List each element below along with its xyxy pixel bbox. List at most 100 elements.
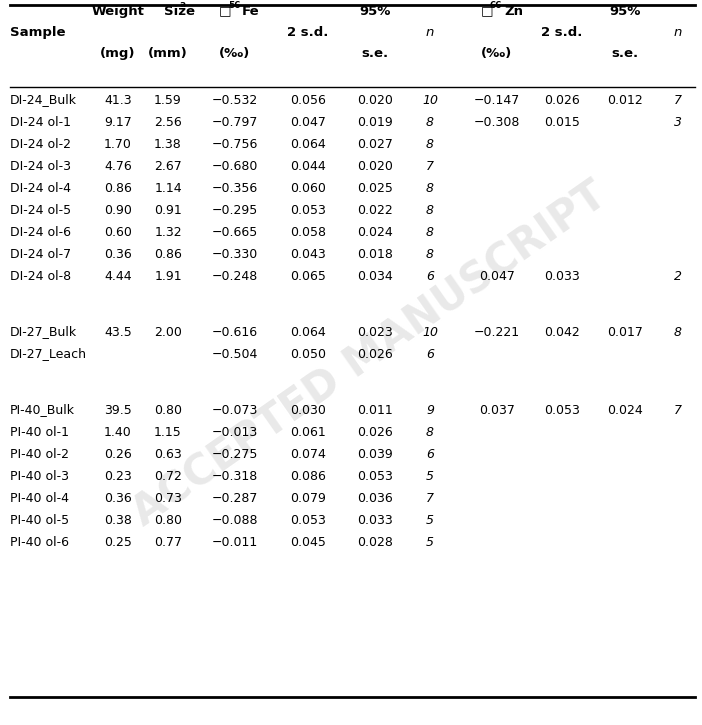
Text: −0.330: −0.330 — [212, 247, 258, 260]
Text: 0.25: 0.25 — [104, 536, 132, 549]
Text: s.e.: s.e. — [611, 46, 639, 59]
Text: 2.67: 2.67 — [154, 160, 182, 173]
Text: DI-24 ol-2: DI-24 ol-2 — [10, 138, 71, 151]
Text: 2.56: 2.56 — [154, 115, 182, 128]
Text: 4.44: 4.44 — [104, 270, 132, 283]
Text: (‰): (‰) — [219, 46, 251, 59]
Text: s.e.: s.e. — [362, 46, 389, 59]
Text: DI-24 ol-1: DI-24 ol-1 — [10, 115, 71, 128]
Text: 0.079: 0.079 — [290, 492, 326, 505]
Text: 7: 7 — [674, 404, 682, 416]
Text: 0.60: 0.60 — [104, 225, 132, 239]
Text: 8: 8 — [426, 225, 434, 239]
Text: 7: 7 — [426, 492, 434, 505]
Text: ACCEPTED MANUSCRIPT: ACCEPTED MANUSCRIPT — [125, 175, 615, 535]
Text: 0.012: 0.012 — [607, 94, 643, 107]
Text: −0.616: −0.616 — [212, 326, 258, 339]
Text: 0.024: 0.024 — [607, 404, 643, 416]
Text: 0.018: 0.018 — [357, 247, 393, 260]
Text: PI-40_Bulk: PI-40_Bulk — [10, 404, 75, 416]
Text: 0.061: 0.061 — [290, 426, 326, 439]
Text: 6: 6 — [426, 447, 434, 460]
Text: 0.026: 0.026 — [357, 347, 393, 360]
Text: DI-24 ol-3: DI-24 ol-3 — [10, 160, 71, 173]
Text: 0.030: 0.030 — [290, 404, 326, 416]
Text: 8: 8 — [426, 426, 434, 439]
Text: 0.38: 0.38 — [104, 513, 132, 526]
Text: 1.14: 1.14 — [154, 181, 182, 194]
Text: 2.00: 2.00 — [154, 326, 182, 339]
Text: 56: 56 — [228, 1, 241, 9]
Text: PI-40 ol-4: PI-40 ol-4 — [10, 492, 69, 505]
Text: □: □ — [481, 4, 494, 17]
Text: 0.020: 0.020 — [357, 94, 393, 107]
Text: −0.221: −0.221 — [474, 326, 520, 339]
Text: 7: 7 — [426, 160, 434, 173]
Text: 0.23: 0.23 — [104, 470, 132, 483]
Text: Fe: Fe — [242, 4, 260, 17]
Text: 8: 8 — [426, 138, 434, 151]
Text: 0.024: 0.024 — [357, 225, 393, 239]
Text: 0.025: 0.025 — [357, 181, 393, 194]
Text: 41.3: 41.3 — [104, 94, 132, 107]
Text: −0.088: −0.088 — [212, 513, 258, 526]
Text: 0.056: 0.056 — [290, 94, 326, 107]
Text: DI-24 ol-8: DI-24 ol-8 — [10, 270, 71, 283]
Text: 0.044: 0.044 — [290, 160, 326, 173]
Text: 0.26: 0.26 — [104, 447, 132, 460]
Text: n: n — [674, 25, 682, 38]
Text: 0.36: 0.36 — [104, 492, 132, 505]
Text: 8: 8 — [426, 247, 434, 260]
Text: DI-27_Leach: DI-27_Leach — [10, 347, 87, 360]
Text: −0.073: −0.073 — [212, 404, 258, 416]
Text: −0.308: −0.308 — [474, 115, 520, 128]
Text: 95%: 95% — [609, 4, 641, 17]
Text: 0.015: 0.015 — [544, 115, 580, 128]
Text: 2 s.d.: 2 s.d. — [541, 25, 583, 38]
Text: 1.70: 1.70 — [104, 138, 132, 151]
Text: −0.356: −0.356 — [212, 181, 258, 194]
Text: 0.91: 0.91 — [154, 204, 182, 217]
Text: 0.027: 0.027 — [357, 138, 393, 151]
Text: 0.053: 0.053 — [290, 513, 326, 526]
Text: −0.532: −0.532 — [212, 94, 258, 107]
Text: −0.287: −0.287 — [212, 492, 258, 505]
Text: 0.80: 0.80 — [154, 404, 182, 416]
Text: 0.77: 0.77 — [154, 536, 182, 549]
Text: 0.047: 0.047 — [290, 115, 326, 128]
Text: 0.011: 0.011 — [357, 404, 393, 416]
Text: 0.034: 0.034 — [357, 270, 393, 283]
Text: Zn: Zn — [504, 4, 523, 17]
Text: −0.504: −0.504 — [212, 347, 258, 360]
Text: 10: 10 — [422, 94, 438, 107]
Text: 0.047: 0.047 — [479, 270, 515, 283]
Text: 95%: 95% — [359, 4, 391, 17]
Text: 6: 6 — [426, 270, 434, 283]
Text: 0.63: 0.63 — [154, 447, 182, 460]
Text: −0.680: −0.680 — [212, 160, 258, 173]
Text: −0.295: −0.295 — [212, 204, 258, 217]
Text: 0.045: 0.045 — [290, 536, 326, 549]
Text: 66: 66 — [490, 1, 503, 9]
Text: Size: Size — [164, 4, 195, 17]
Text: □: □ — [219, 4, 232, 17]
Text: 0.050: 0.050 — [290, 347, 326, 360]
Text: 3: 3 — [674, 115, 682, 128]
Text: 0.72: 0.72 — [154, 470, 182, 483]
Text: 1.32: 1.32 — [154, 225, 182, 239]
Text: 1.38: 1.38 — [154, 138, 182, 151]
Text: PI-40 ol-6: PI-40 ol-6 — [10, 536, 69, 549]
Text: 0.36: 0.36 — [104, 247, 132, 260]
Text: −0.797: −0.797 — [212, 115, 258, 128]
Text: −0.147: −0.147 — [474, 94, 520, 107]
Text: 9: 9 — [426, 404, 434, 416]
Text: 5: 5 — [426, 536, 434, 549]
Text: 0.86: 0.86 — [154, 247, 182, 260]
Text: 7: 7 — [674, 94, 682, 107]
Text: Weight: Weight — [91, 4, 145, 17]
Text: 0.086: 0.086 — [290, 470, 326, 483]
Text: DI-24 ol-7: DI-24 ol-7 — [10, 247, 71, 260]
Text: 0.058: 0.058 — [290, 225, 326, 239]
Text: 0.020: 0.020 — [357, 160, 393, 173]
Text: −0.318: −0.318 — [212, 470, 258, 483]
